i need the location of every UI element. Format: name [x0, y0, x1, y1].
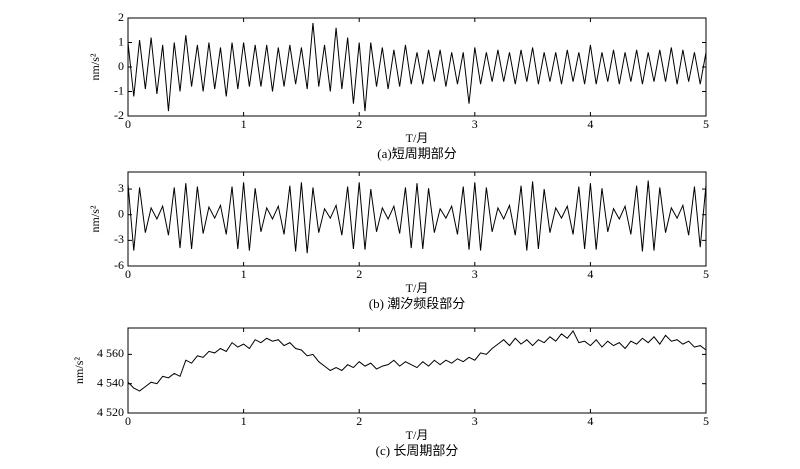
y-tick-label: -6 — [114, 258, 124, 272]
x-tick-label: 5 — [703, 414, 709, 428]
x-tick-label: 1 — [241, 414, 247, 428]
y-axis-label: nm/s² — [72, 357, 86, 384]
plot-frame — [127, 17, 707, 117]
signal-line — [127, 22, 707, 112]
x-tick-label: 2 — [356, 267, 362, 281]
y-tick-label: 0 — [118, 206, 124, 220]
x-tick-label: 0 — [125, 117, 131, 131]
y-tick-label: 0 — [118, 59, 124, 73]
plot-frame — [127, 327, 707, 414]
y-axis-label: nm/s² — [88, 53, 102, 80]
x-tick-label: 2 — [356, 117, 362, 131]
y-axis-label: nm/s² — [88, 205, 102, 232]
x-tick-label: 1 — [241, 267, 247, 281]
y-tick-label: 4 560 — [97, 346, 124, 360]
panel-caption: (c) 长周期部分 — [376, 443, 459, 458]
x-tick-label: 3 — [472, 267, 478, 281]
y-tick-label: 4 540 — [97, 375, 124, 389]
x-tick-label: 4 — [587, 414, 593, 428]
x-tick-label: 4 — [587, 267, 593, 281]
plot-frame — [127, 171, 707, 267]
x-tick-label: 5 — [703, 117, 709, 131]
y-tick-label: 2 — [118, 10, 124, 24]
x-axis-label: T/月 — [406, 428, 429, 442]
panel-caption: (b) 潮汐频段部分 — [369, 296, 465, 311]
x-tick-label: 2 — [356, 414, 362, 428]
x-tick-label: 5 — [703, 267, 709, 281]
x-tick-label: 0 — [125, 267, 131, 281]
x-axis-label: T/月 — [406, 281, 429, 295]
x-tick-label: 3 — [472, 414, 478, 428]
y-tick-label: 3 — [118, 181, 124, 195]
x-axis-label: T/月 — [406, 131, 429, 145]
y-tick-label: 4 520 — [97, 405, 124, 419]
y-tick-label: -3 — [114, 232, 124, 246]
x-tick-label: 0 — [125, 414, 131, 428]
panel-caption: (a)短周期部分 — [377, 146, 456, 161]
x-tick-label: 3 — [472, 117, 478, 131]
x-tick-label: 1 — [241, 117, 247, 131]
signal-line — [127, 180, 707, 254]
x-tick-label: 4 — [587, 117, 593, 131]
y-tick-label: 1 — [118, 34, 124, 48]
y-tick-label: -2 — [114, 108, 124, 122]
signal-line — [127, 329, 707, 392]
y-tick-label: -1 — [114, 83, 124, 97]
